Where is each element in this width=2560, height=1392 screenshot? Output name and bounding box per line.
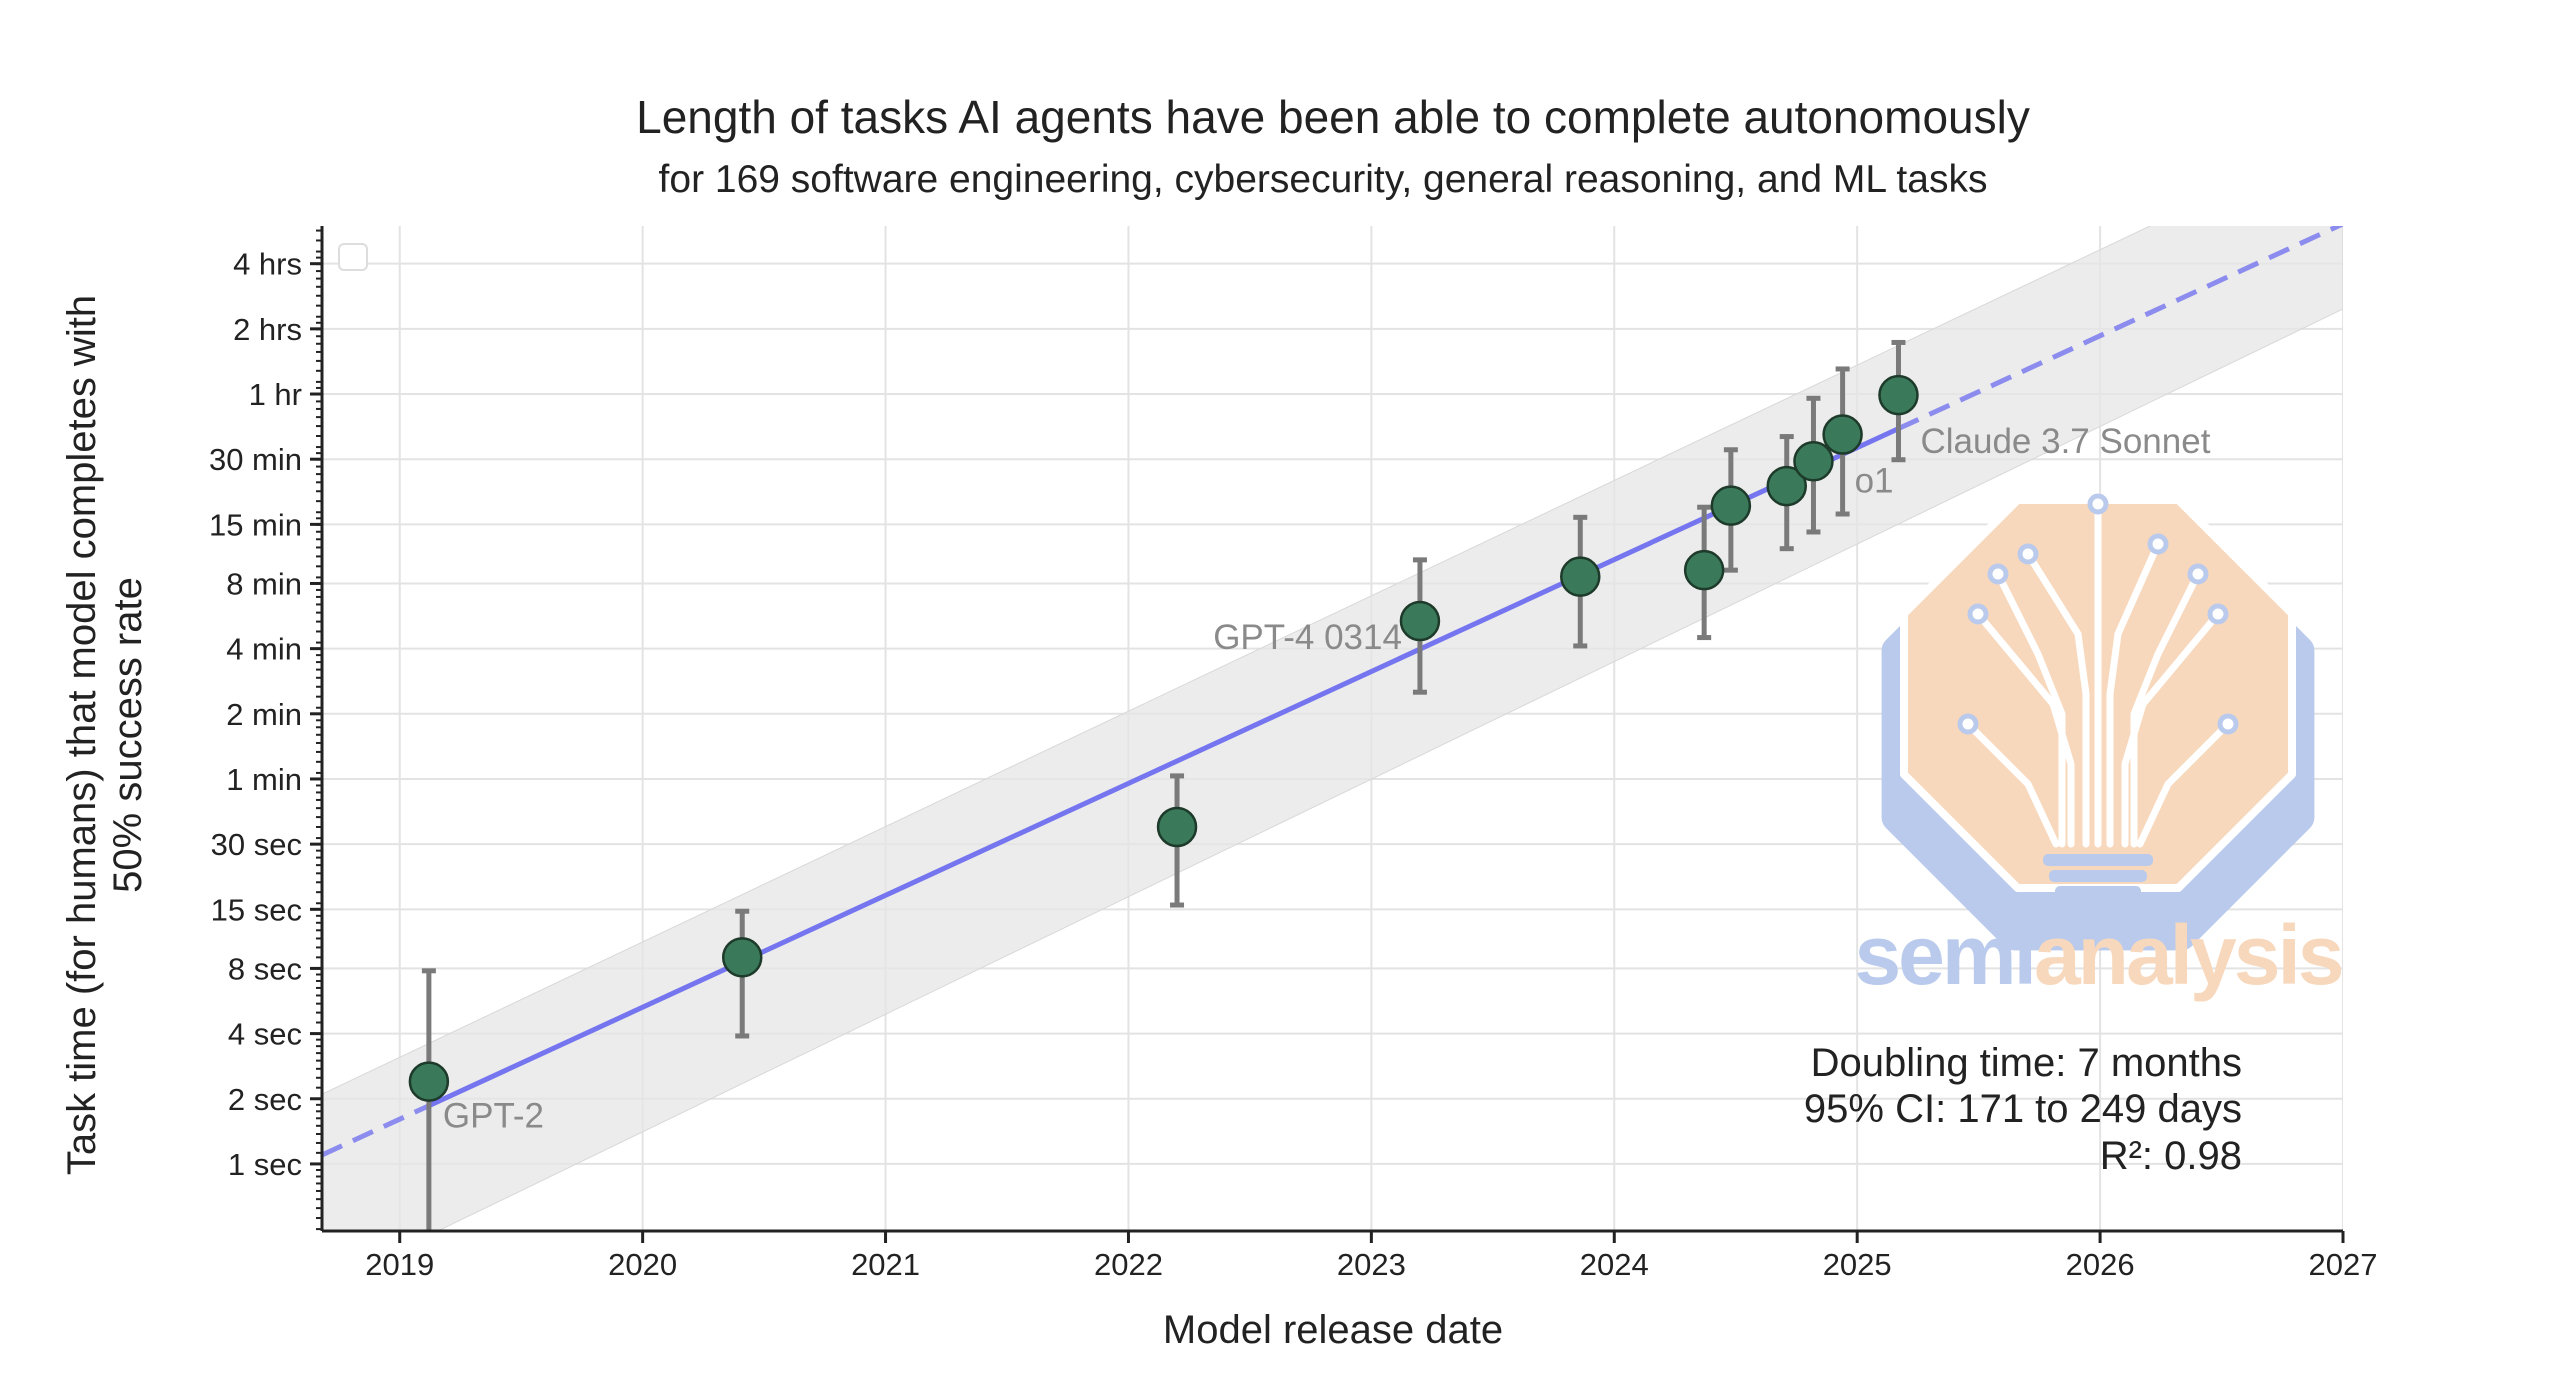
y-tick-label: 15 min (209, 507, 302, 542)
logo-branch (1964, 720, 2060, 848)
logo-branch (2106, 540, 2162, 848)
data-point (408, 1061, 450, 1102)
point-label: GPT-4 0314 (1213, 618, 1402, 657)
trend-line-extrapolated-past (322, 1103, 430, 1158)
data-point (1878, 374, 1919, 416)
logo-node (1957, 713, 1979, 735)
x-tick-label: 2021 (851, 1247, 920, 1282)
y-tick-label: 4 hrs (233, 247, 302, 282)
data-point (721, 937, 763, 978)
logo-node (2087, 493, 2109, 515)
data-point (1399, 600, 1441, 642)
y-axis-label-line1: Task time (for humans) that model comple… (60, 295, 104, 1175)
logo-node (2017, 543, 2039, 565)
semianalysis-logo: semianalysis (1854, 493, 2345, 1002)
logo-branch (2024, 550, 2090, 848)
data-point (1822, 414, 1863, 455)
y-tick-label: 2 sec (228, 1082, 302, 1117)
x-tick-label: 2022 (1094, 1247, 1163, 1282)
data-point (1710, 485, 1752, 526)
y-tick-label: 4 min (226, 632, 302, 667)
logo-bulb-base (2055, 886, 2141, 898)
x-tick-label: 2024 (1580, 1247, 1649, 1282)
y-axis-label: Task time (for humans) that model comple… (60, 295, 150, 1175)
r-squared-text: R²: 0.98 (2100, 1134, 2242, 1178)
x-tick-label: 2020 (608, 1247, 677, 1282)
point-label: Claude 3.7 Sonnet (1920, 422, 2210, 461)
x-tick-label: 2027 (2309, 1247, 2378, 1282)
logo-node (1967, 603, 1989, 625)
y-tick-label: 8 min (226, 566, 302, 601)
x-axis-label: Model release date (1163, 1308, 1503, 1352)
y-tick-label: 2 min (226, 697, 302, 732)
point-label: GPT-2 (443, 1097, 544, 1136)
logo-node (1987, 563, 2009, 585)
y-tick-label: 1 min (226, 762, 302, 797)
y-tick-label: 1 hr (249, 377, 302, 412)
data-point (1793, 441, 1834, 482)
chart-title: Length of tasks AI agents have been able… (636, 91, 2030, 143)
logo-bulb-base (2043, 854, 2153, 866)
doubling-time-text: Doubling time: 7 months (1811, 1041, 2242, 1085)
ci-text: 95% CI: 171 to 249 days (1804, 1087, 2242, 1131)
logo-wordmark: semianalysis (1854, 908, 2341, 1002)
y-axis-label-line2: 50% success rate (106, 577, 150, 893)
y-tick-label: 15 sec (211, 892, 302, 927)
logo-node (2147, 533, 2169, 555)
y-tick-label: 2 hrs (233, 312, 302, 347)
data-point (1766, 465, 1807, 507)
x-tick-label: 2019 (365, 1247, 434, 1282)
y-tick-label: 30 sec (211, 827, 302, 862)
logo-circuit-tree-icon (1957, 493, 2239, 848)
x-tick-label: 2023 (1337, 1247, 1406, 1282)
trend-line-extrapolated-future (1897, 226, 2343, 431)
logo-wordmark-semi: semi (1854, 908, 2033, 1002)
logo-branch (2136, 720, 2232, 848)
logo-node (2207, 603, 2229, 625)
confidence-band (322, 226, 2343, 1231)
y-tick-label: 8 sec (228, 951, 302, 986)
y-tick-label: 30 min (209, 442, 302, 477)
legend-box (338, 243, 368, 271)
stats-annotation: Doubling time: 7 months 95% CI: 171 to 2… (1804, 1041, 2242, 1178)
y-tick-label: 4 sec (228, 1017, 302, 1052)
logo-node (2217, 713, 2239, 735)
data-point (1156, 806, 1198, 848)
logo-branch (1994, 570, 2066, 848)
data-point (1560, 556, 1601, 597)
logo-node (2187, 563, 2209, 585)
point-label: o1 (1855, 462, 1894, 501)
x-tick-label: 2025 (1823, 1247, 1892, 1282)
chart-subtitle: for 169 software engineering, cybersecur… (659, 158, 1988, 201)
data-point (1683, 549, 1725, 591)
x-tick-label: 2026 (2066, 1247, 2135, 1282)
logo-branch (2130, 570, 2202, 848)
logo-wordmark-analysis: analysis (2034, 908, 2342, 1002)
trend-line-fit (427, 426, 1900, 1108)
y-tick-label: 1 sec (228, 1147, 302, 1182)
logo-bulb-base (2049, 870, 2147, 882)
